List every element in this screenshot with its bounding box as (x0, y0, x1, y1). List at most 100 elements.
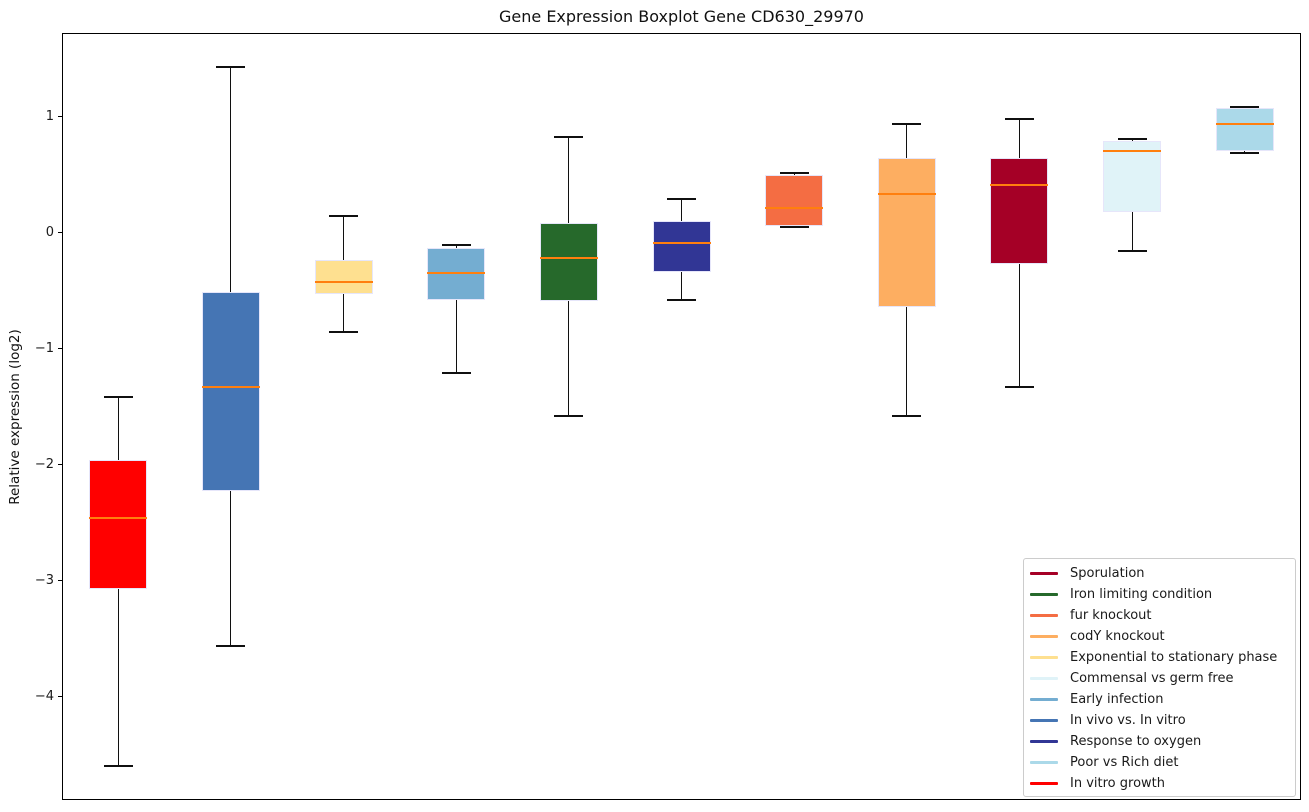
median-line-sporulation (990, 184, 1049, 186)
median-line-exponential-to-stationary-phase (314, 281, 373, 284)
legend-item-sporulation: Sporulation (1028, 563, 1289, 584)
whisker-upper-in-vitro-growth (117, 397, 119, 460)
y-tick-label: −2 (34, 456, 54, 472)
legend-item-in-vivo-vs-in-vitro: In vivo vs. In vitro (1028, 710, 1289, 731)
y-tick-mark (58, 580, 62, 582)
y-tick-label: −4 (34, 688, 54, 704)
whisker-lower-commensal-vs-germ-free (1131, 211, 1133, 252)
whisker-upper-early-infection (455, 245, 457, 248)
whisker-cap-bottom-poor-vs-rich-diet (1230, 151, 1260, 154)
whisker-cap-bottom-early-infection (441, 371, 471, 374)
boxplot-box-commensal-vs-germ-free (1103, 140, 1162, 212)
median-line-in-vivo-vs-in-vitro (201, 385, 260, 388)
legend-swatch-poor-vs-rich-diet (1030, 761, 1058, 764)
median-line-commensal-vs-germ-free (1103, 150, 1162, 153)
legend-label: In vitro growth (1070, 776, 1165, 791)
whisker-lower-in-vivo-vs-in-vitro (230, 491, 232, 646)
whisker-cap-top-sporulation (1004, 117, 1034, 120)
y-tick-label: 1 (45, 108, 54, 124)
whisker-upper-iron-limiting-condition (568, 137, 570, 224)
legend-swatch-fur-knockout (1030, 614, 1058, 617)
legend-item-fur-knockout: fur knockout (1028, 605, 1289, 626)
whisker-lower-exponential-to-stationary-phase (343, 294, 345, 333)
whisker-cap-bottom-in-vivo-vs-in-vitro (216, 644, 246, 647)
median-line-in-vitro-growth (89, 517, 148, 520)
whisker-cap-bottom-commensal-vs-germ-free (1117, 250, 1147, 253)
legend-swatch-in-vitro-growth (1030, 782, 1058, 785)
whisker-upper-response-to-oxygen (681, 198, 682, 221)
legend-item-commensal-vs-germ-free: Commensal vs germ free (1028, 668, 1289, 689)
boxplot-box-in-vitro-growth (89, 460, 148, 589)
whisker-lower-cody-knockout (906, 306, 908, 416)
legend-label: In vivo vs. In vitro (1070, 713, 1186, 728)
boxplot-box-in-vivo-vs-in-vitro (201, 291, 260, 492)
whisker-cap-bottom-exponential-to-stationary-phase (329, 331, 359, 334)
y-tick-label: 0 (45, 224, 54, 240)
legend-item-response-to-oxygen: Response to oxygen (1028, 731, 1289, 752)
whisker-cap-top-in-vivo-vs-in-vitro (216, 65, 246, 68)
legend-label: Commensal vs germ free (1070, 671, 1234, 686)
legend-label: codY knockout (1070, 629, 1165, 644)
legend: Sporulation Iron limiting condition fur kn… (1023, 558, 1296, 797)
legend-label: Iron limiting condition (1070, 587, 1213, 602)
whisker-upper-cody-knockout (906, 123, 908, 159)
median-line-iron-limiting-condition (539, 257, 598, 260)
y-tick-mark (58, 232, 62, 234)
median-line-early-infection (427, 272, 486, 275)
legend-swatch-sporulation (1030, 572, 1058, 575)
legend-swatch-commensal-vs-germ-free (1030, 677, 1058, 680)
legend-swatch-response-to-oxygen (1030, 740, 1058, 743)
whisker-upper-in-vivo-vs-in-vitro (230, 66, 232, 292)
whisker-cap-bottom-fur-knockout (779, 225, 809, 228)
median-line-fur-knockout (765, 207, 824, 210)
legend-item-in-vitro-growth: In vitro growth (1028, 773, 1289, 794)
whisker-cap-top-commensal-vs-germ-free (1117, 137, 1147, 140)
whisker-upper-commensal-vs-germ-free (1131, 138, 1133, 141)
legend-item-early-infection: Early infection (1028, 689, 1289, 710)
whisker-cap-bottom-iron-limiting-condition (554, 414, 584, 417)
whisker-cap-bottom-cody-knockout (892, 414, 922, 417)
whisker-lower-iron-limiting-condition (568, 301, 570, 416)
whisker-cap-top-early-infection (441, 244, 471, 247)
whisker-cap-top-iron-limiting-condition (554, 136, 584, 139)
whisker-upper-sporulation (1018, 118, 1020, 159)
legend-label: Sporulation (1070, 566, 1145, 581)
legend-item-iron-limiting-condition: Iron limiting condition (1028, 584, 1289, 605)
boxplot-box-response-to-oxygen (652, 220, 711, 273)
legend-label: Poor vs Rich diet (1070, 755, 1179, 770)
whisker-cap-top-exponential-to-stationary-phase (329, 215, 359, 218)
whisker-cap-top-cody-knockout (892, 122, 922, 125)
legend-swatch-early-infection (1030, 698, 1058, 701)
whisker-cap-top-fur-knockout (779, 172, 809, 175)
legend-label: Exponential to stationary phase (1070, 650, 1278, 665)
legend-item-exponential-to-stationary-phase: Exponential to stationary phase (1028, 647, 1289, 668)
whisker-upper-exponential-to-stationary-phase (343, 216, 345, 261)
whisker-cap-top-in-vitro-growth (103, 396, 133, 399)
whisker-lower-response-to-oxygen (681, 272, 682, 300)
legend-label: Response to oxygen (1070, 734, 1202, 749)
whisker-lower-sporulation (1018, 263, 1020, 387)
legend-item-poor-vs-rich-diet: Poor vs Rich diet (1028, 752, 1289, 773)
whisker-cap-bottom-sporulation (1004, 385, 1034, 388)
y-axis-label: Relative expression (log2) (7, 329, 23, 505)
y-tick-mark (58, 464, 62, 466)
median-line-response-to-oxygen (652, 242, 711, 245)
y-tick-mark (58, 348, 62, 350)
legend-swatch-exponential-to-stationary-phase (1030, 656, 1058, 659)
legend-swatch-in-vivo-vs-in-vitro (1030, 719, 1058, 722)
whisker-cap-top-poor-vs-rich-diet (1230, 106, 1260, 109)
legend-item-cody-knockout: codY knockout (1028, 626, 1289, 647)
whisker-cap-bottom-response-to-oxygen (667, 298, 696, 301)
whisker-cap-bottom-in-vitro-growth (103, 765, 133, 768)
whisker-lower-in-vitro-growth (117, 588, 119, 767)
legend-label: Early infection (1070, 692, 1164, 707)
y-tick-mark (58, 696, 62, 698)
whisker-cap-top-response-to-oxygen (667, 197, 696, 200)
boxplot-box-exponential-to-stationary-phase (314, 260, 373, 295)
whisker-lower-early-infection (455, 299, 457, 373)
boxplot-box-cody-knockout (877, 158, 936, 307)
legend-swatch-cody-knockout (1030, 635, 1058, 638)
boxplot-box-iron-limiting-condition (539, 223, 598, 302)
median-line-cody-knockout (877, 193, 936, 196)
